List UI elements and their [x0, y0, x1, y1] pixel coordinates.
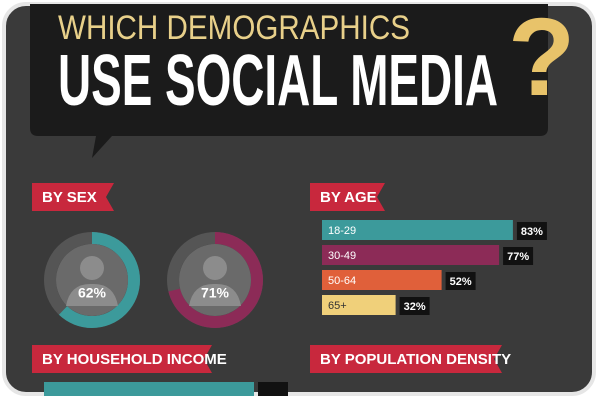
bar-value-label: 52%: [450, 276, 472, 288]
value-box: [445, 272, 476, 290]
value-box: [503, 247, 534, 265]
header-kicker: WHICH DEMOGRAPHICS: [58, 9, 410, 47]
bar: [322, 245, 500, 265]
header-mark: ?: [508, 0, 575, 119]
ribbon: [310, 345, 502, 373]
ribbon: [32, 183, 114, 211]
value-box: [516, 222, 547, 240]
bar-value-label: 83%: [521, 226, 543, 238]
bar-category: 30-49: [328, 250, 356, 262]
ribbon: [310, 183, 385, 211]
section-title: BY SEX: [42, 189, 97, 206]
donut-arc: [44, 232, 140, 328]
bar: [322, 220, 513, 240]
section-title: BY POPULATION DENSITY: [320, 351, 511, 368]
bar-value-label: 32%: [404, 301, 426, 313]
partial-bar: [44, 382, 254, 396]
bar: [322, 270, 442, 290]
header-bubble: [30, 4, 548, 158]
section-title: BY HOUSEHOLD INCOME: [42, 351, 227, 368]
partial-label-box: [258, 382, 288, 396]
section-title: BY AGE: [320, 189, 377, 206]
bar: [322, 295, 396, 315]
bar-category: 50-64: [328, 275, 356, 287]
person-body: [189, 283, 241, 306]
bar-category: 18-29: [328, 225, 356, 237]
ribbon: [32, 345, 212, 373]
bar-value-label: 77%: [507, 251, 529, 263]
donut-label: 62%: [78, 285, 107, 301]
donut-arc: [167, 232, 263, 328]
bar-category: 65+: [328, 300, 347, 312]
value-box: [399, 297, 430, 315]
donut-label: 71%: [201, 285, 230, 301]
person-body: [66, 283, 118, 306]
person-head: [203, 256, 227, 280]
header-title: USE SOCIAL MEDIA: [58, 41, 498, 121]
person-head: [80, 256, 104, 280]
